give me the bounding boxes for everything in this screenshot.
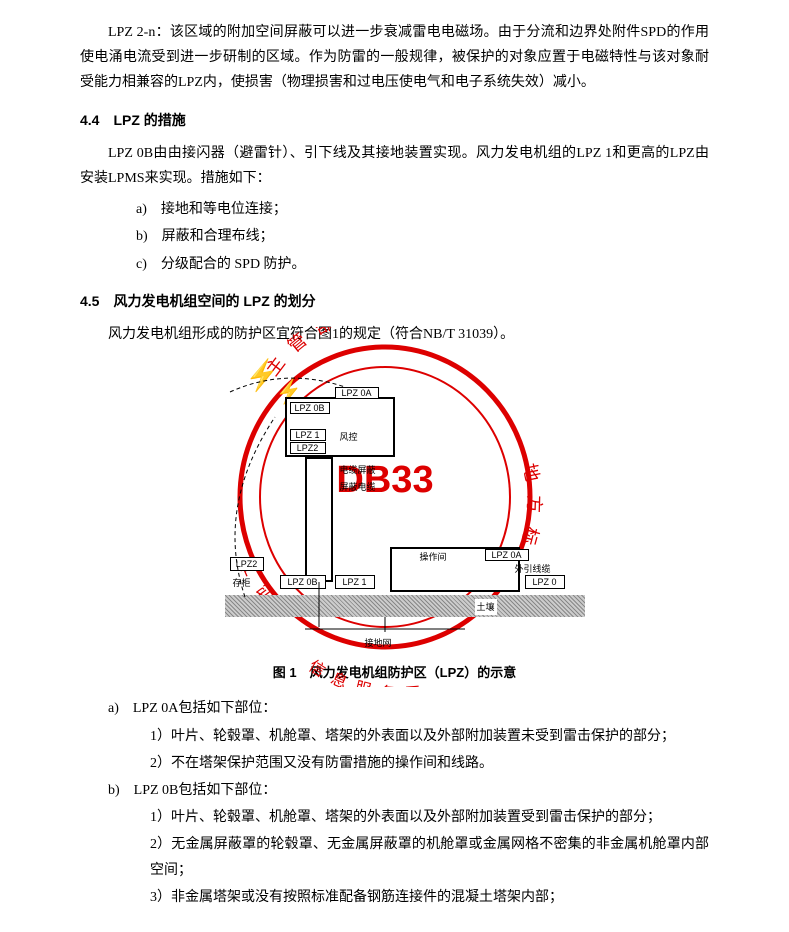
list-b-item1: 1）叶片、轮毂罩、机舱罩、塔架的外表面以及外部附加装置受到雷击保护的部分； (150, 805, 709, 830)
list-item-c: c) 分级配合的 SPD 防护。 (136, 252, 709, 277)
label-grounding: 接地网 (365, 635, 392, 651)
figure-caption: 图 1 风力发电机组防护区（LPZ）的示意 (80, 661, 709, 684)
list-b-item2: 2）无金属屏蔽罩的轮毂罩、无金属屏蔽罩的机舱罩或金属网格不密集的非金属机舱罩内部… (150, 832, 709, 882)
label-caozuojian: 操作间 (420, 549, 447, 565)
list-b-heading: b) LPZ 0B包括如下部位： (108, 778, 709, 803)
label-lpz0b: LPZ 0B (290, 402, 330, 414)
label-lpz1-b: LPZ 1 (335, 575, 375, 589)
list-a-item2: 2）不在塔架保护范围又没有防雷措施的操作间和线路。 (150, 751, 709, 776)
label-soil: 土壤 (475, 599, 497, 615)
list-item-b: b) 屏蔽和合理布线； (136, 224, 709, 249)
label-waiyin: 外引线缆 (515, 561, 551, 577)
list-item-a: a) 接地和等电位连接； (136, 197, 709, 222)
heading-4-4: 4.4 LPZ 的措施 (80, 108, 709, 133)
label-lpz2-top: LPZ2 (290, 442, 326, 454)
label-pingbi: 屏蔽电缆 (340, 479, 376, 495)
tower-box (305, 457, 333, 582)
label-lpz2-left: LPZ2 (230, 557, 264, 571)
label-lpz0a-right: LPZ 0A (485, 549, 529, 561)
paragraph-lpz0b-intro: LPZ 0B由由接闪器（避雷针）、引下线及其接地装置实现。风力发电机组的LPZ … (80, 141, 709, 191)
list-b-item3: 3）非金属塔架或没有按照标准配备钢筋连接件的混凝土塔架内部； (150, 885, 709, 910)
paragraph-lpz2n: LPZ 2-n：该区域的附加空间屏蔽可以进一步衰减雷电电磁场。由于分流和边界处附… (80, 20, 709, 96)
figure-1: 主 管 部 门 地 方 标 地 方 DB33 信 息 服 务 平 ⚡ ⚡ LPZ… (185, 357, 605, 657)
list-a-heading: a) LPZ 0A包括如下部位： (108, 696, 709, 721)
heading-4-5: 4.5 风力发电机组空间的 LPZ 的划分 (80, 289, 709, 314)
paragraph-fig-intro: 风力发电机组形成的防护区宜符合图1的规定（符合NB/T 31039）。 (80, 322, 709, 347)
diagram-wind-turbine: ⚡ ⚡ LPZ 0A LPZ 0B LPZ 1 LPZ2 风控 电缆屏蔽 屏蔽电… (185, 357, 605, 657)
label-lpz0b-bl: LPZ 0B (280, 575, 326, 589)
ground-hatch (225, 595, 585, 617)
list-a-item1: 1）叶片、轮毂罩、机舱罩、塔架的外表面以及外部附加装置未受到雷击保护的部分； (150, 724, 709, 749)
label-dianqi: 电缆屏蔽 (340, 462, 376, 478)
label-lpz0a-top: LPZ 0A (335, 387, 379, 399)
label-cungui: 存柜 (233, 575, 251, 591)
label-fengkong: 风控 (340, 429, 358, 445)
